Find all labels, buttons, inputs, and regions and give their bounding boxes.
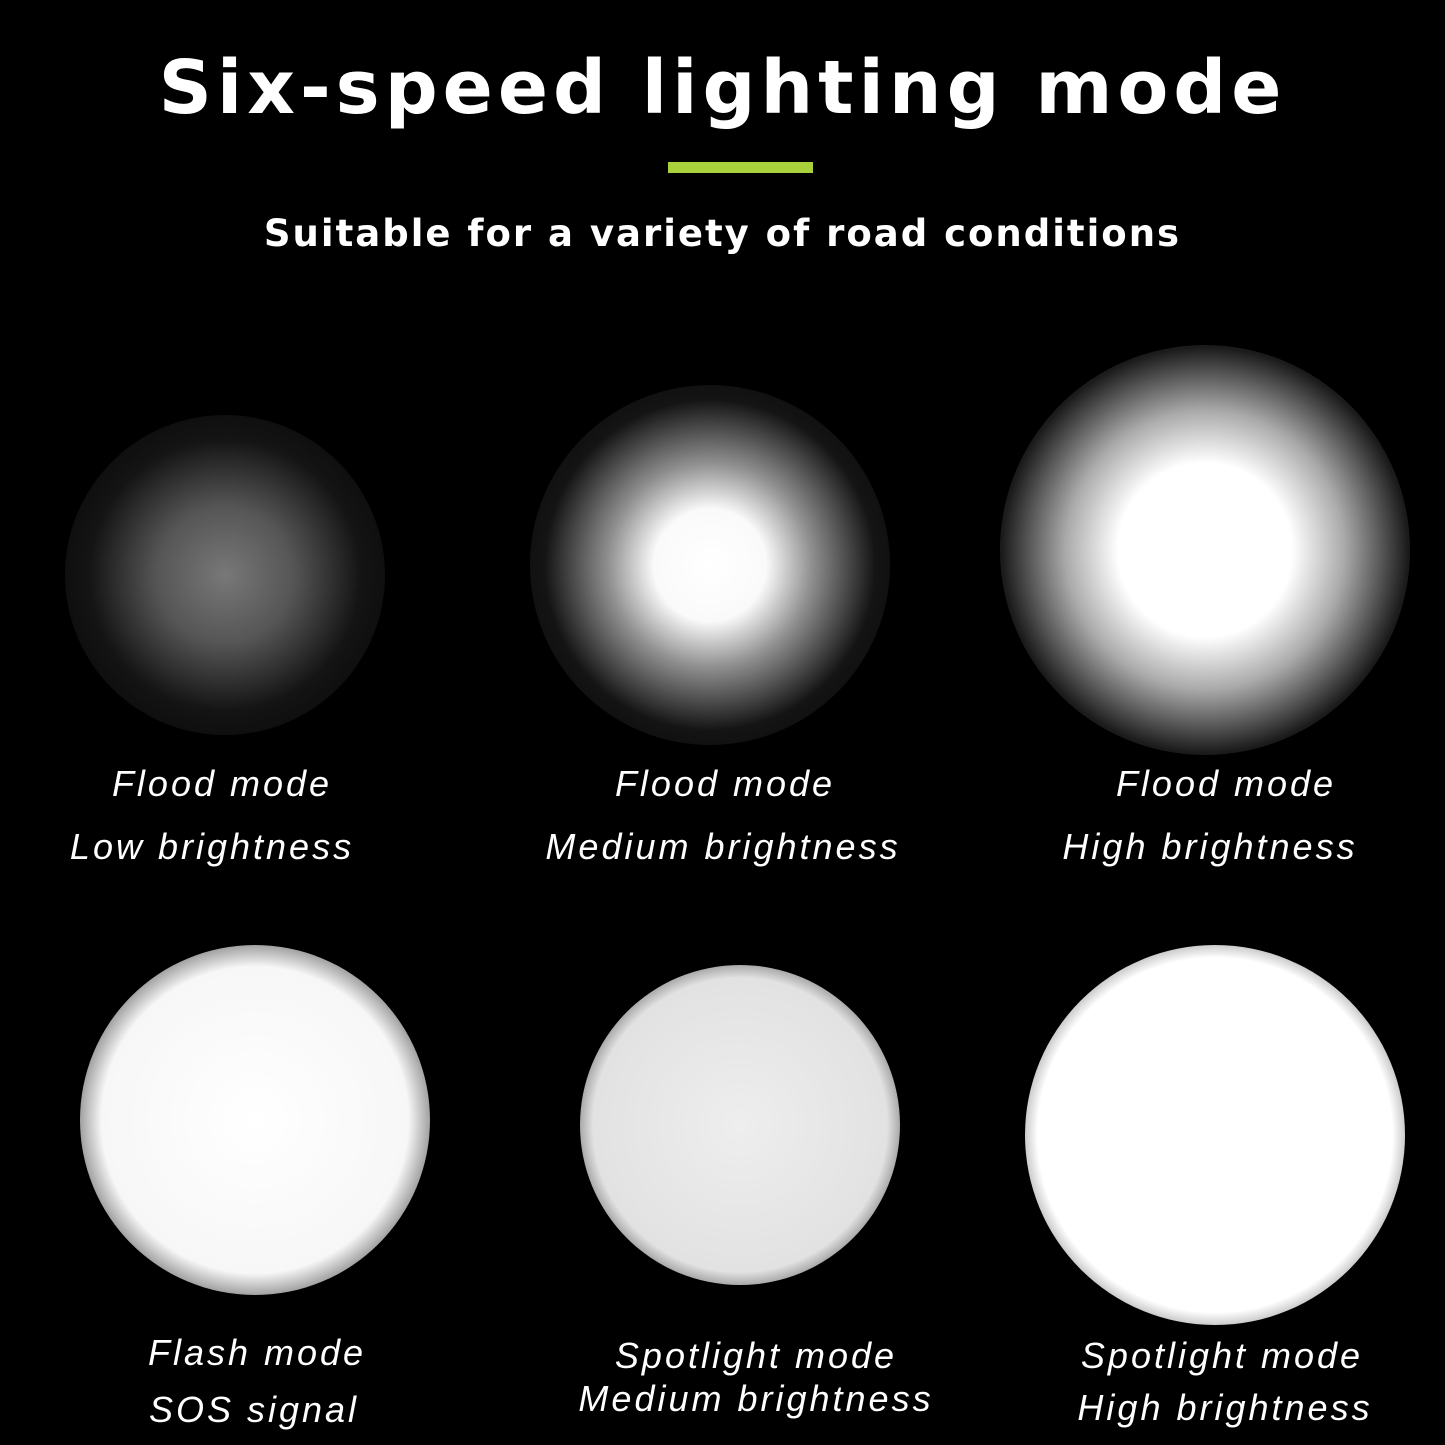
beam-spotlight-high bbox=[1025, 945, 1405, 1325]
accent-divider bbox=[668, 162, 813, 173]
label-mode-5: Spotlight mode bbox=[614, 1335, 898, 1376]
label-detail-2: Medium brightness bbox=[545, 826, 901, 867]
label-detail-4: SOS signal bbox=[148, 1389, 360, 1430]
beam-flash-sos bbox=[80, 945, 430, 1295]
label-mode-1: Flood mode bbox=[111, 763, 333, 804]
beam-flood-high bbox=[1000, 345, 1410, 755]
label-detail-3: High brightness bbox=[1062, 826, 1358, 867]
label-mode-6: Spotlight mode bbox=[1080, 1335, 1364, 1376]
page-title: Six-speed lighting mode bbox=[158, 45, 1287, 131]
label-mode-3: Flood mode bbox=[1115, 763, 1337, 804]
label-detail-1: Low brightness bbox=[69, 826, 355, 867]
label-mode-2: Flood mode bbox=[614, 763, 836, 804]
label-detail-6: High brightness bbox=[1077, 1387, 1373, 1428]
label-detail-5: Medium brightness bbox=[578, 1378, 934, 1419]
beam-spotlight-medium bbox=[580, 965, 900, 1285]
label-mode-4: Flash mode bbox=[147, 1332, 367, 1373]
subtitle: Suitable for a variety of road condition… bbox=[263, 212, 1182, 255]
beam-flood-low bbox=[65, 415, 385, 735]
beam-flood-medium bbox=[530, 385, 890, 745]
